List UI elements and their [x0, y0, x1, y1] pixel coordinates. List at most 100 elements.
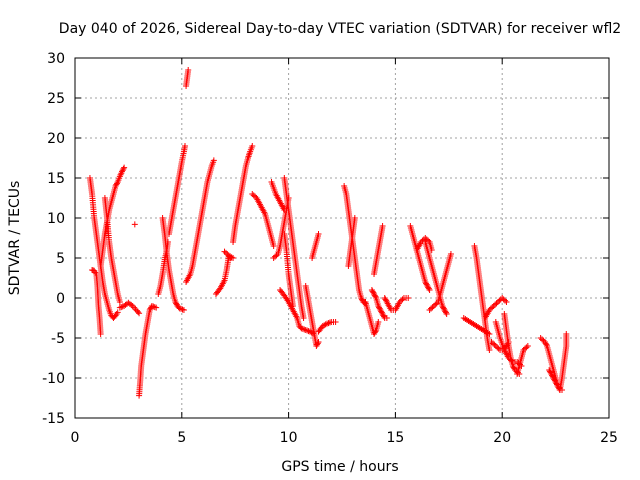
data-point	[370, 289, 377, 296]
data-point	[153, 304, 160, 311]
y-tick-label: 5	[56, 251, 65, 267]
data-point	[112, 183, 119, 189]
data-point	[490, 303, 497, 309]
data-point	[502, 297, 509, 304]
data-point	[430, 303, 437, 309]
data-point	[379, 223, 386, 229]
data-point	[332, 319, 339, 325]
data-point	[185, 67, 192, 73]
data-point	[553, 380, 560, 387]
data-point	[520, 347, 527, 353]
data-point	[492, 343, 499, 349]
data-point	[121, 164, 128, 171]
data-point	[492, 301, 499, 308]
data-point	[542, 340, 549, 347]
plot-frame	[74, 57, 610, 419]
data-point	[270, 243, 277, 249]
y-tick-label: -15	[42, 411, 65, 427]
grid-lines	[75, 58, 609, 418]
axis-ticks	[74, 57, 610, 419]
data-point	[541, 339, 548, 345]
data-point	[178, 305, 185, 312]
data-point	[228, 254, 235, 261]
data-point	[493, 300, 500, 307]
data-point	[433, 300, 440, 307]
data-point	[301, 326, 308, 333]
data-point	[441, 307, 448, 313]
data-point	[548, 371, 555, 377]
data-point	[230, 255, 237, 261]
data-point	[554, 381, 561, 388]
y-axis-label: SDTVAR / TECUs	[7, 181, 23, 296]
x-tick-label: 5	[177, 430, 186, 446]
data-point	[222, 249, 229, 256]
data-point	[314, 341, 321, 348]
data-point	[270, 255, 277, 261]
data-point	[315, 339, 322, 345]
x-tick-label: 15	[386, 430, 404, 446]
data-point	[298, 325, 305, 332]
data-point	[371, 291, 378, 297]
data-point	[422, 279, 429, 285]
y-tick-label: -5	[51, 331, 65, 347]
data-point	[556, 385, 563, 392]
data-point	[432, 301, 439, 308]
data-point	[324, 320, 331, 327]
data-point	[549, 373, 556, 380]
data-point	[97, 331, 104, 337]
data-point	[380, 312, 387, 319]
data-point	[180, 307, 187, 313]
data-point	[428, 305, 434, 312]
data-point	[326, 319, 333, 326]
data-point	[119, 167, 126, 174]
data-point	[322, 321, 329, 328]
data-point	[549, 372, 556, 379]
data-point	[486, 307, 493, 313]
data-point	[447, 251, 454, 257]
data-point	[488, 339, 495, 345]
data-point	[563, 331, 570, 337]
data-point	[508, 357, 515, 364]
data-point	[315, 231, 322, 237]
data-point	[547, 369, 554, 376]
data-point	[495, 345, 502, 352]
y-tick-label: -10	[42, 371, 65, 387]
data-point	[368, 287, 375, 293]
data-point	[381, 313, 388, 320]
data-point	[300, 315, 307, 321]
data-point	[116, 304, 123, 311]
data-point	[372, 293, 379, 300]
y-tick-label: 15	[47, 171, 65, 187]
data-point	[358, 295, 365, 301]
data-point	[113, 181, 120, 188]
data-point	[371, 329, 378, 336]
data-point	[369, 288, 376, 295]
data-point	[304, 327, 311, 334]
data-point	[378, 309, 385, 316]
data-point	[521, 345, 528, 352]
data-point	[551, 377, 558, 384]
y-tick-label: 20	[47, 131, 65, 147]
data-points	[86, 67, 570, 399]
data-point	[539, 336, 546, 343]
data-point	[118, 168, 125, 175]
data-point	[440, 304, 447, 311]
data-point	[496, 297, 503, 304]
data-point	[426, 287, 433, 293]
data-point	[114, 309, 121, 316]
data-point	[176, 305, 183, 312]
data-point	[381, 295, 388, 301]
data-point	[173, 300, 180, 307]
x-axis-label: GPS time / hours	[281, 459, 398, 475]
data-point	[305, 328, 312, 335]
data-point	[551, 376, 558, 383]
y-tick-label: 30	[47, 51, 65, 67]
data-point	[371, 331, 378, 337]
data-point	[546, 367, 553, 373]
data-point	[179, 306, 186, 313]
data-point	[351, 215, 358, 221]
data-point	[372, 328, 379, 335]
data-point	[396, 299, 403, 305]
data-point	[148, 303, 155, 309]
